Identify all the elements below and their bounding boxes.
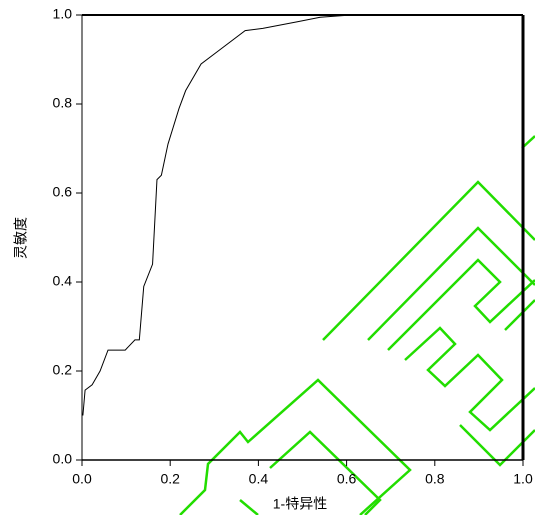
x-tick-label: 0.6	[337, 471, 357, 487]
x-axis-label: 1-特异性	[273, 496, 327, 512]
y-axis-label: 灵敏度	[13, 217, 29, 259]
x-tick-label: 0.2	[160, 471, 180, 487]
y-tick-label: 0.6	[53, 184, 73, 200]
roc-curve	[82, 14, 352, 416]
y-tick-label: 0.2	[53, 362, 73, 378]
y-tick-label: 1.0	[53, 6, 73, 22]
x-tick-label: 0.8	[425, 471, 445, 487]
x-tick-label: 0.4	[249, 471, 269, 487]
y-tick-label: 0.4	[53, 273, 73, 289]
y-tick-label: 0.8	[53, 95, 73, 111]
x-tick-label: 1.0	[513, 471, 533, 487]
x-tick-label: 0.0	[72, 471, 92, 487]
y-tick-label: 0.0	[53, 451, 73, 467]
watermark	[179, 135, 535, 515]
